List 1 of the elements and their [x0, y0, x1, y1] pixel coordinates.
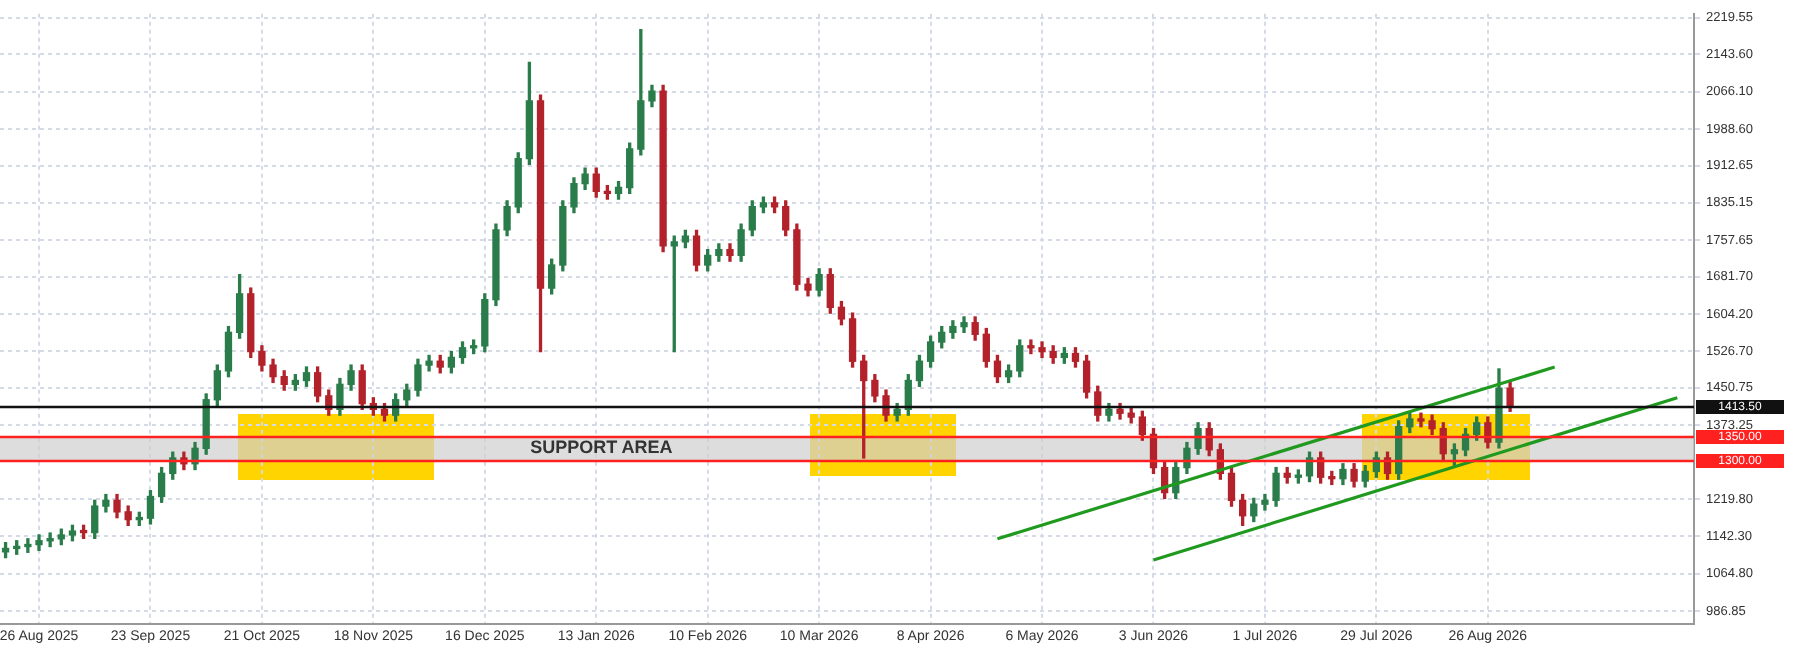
band-label: SUPPORT AREA — [530, 437, 674, 458]
